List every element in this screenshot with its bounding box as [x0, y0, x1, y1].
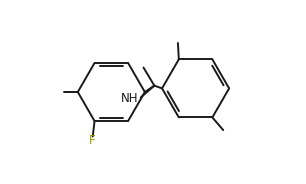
- Text: F: F: [88, 135, 95, 147]
- Text: NH: NH: [121, 92, 139, 105]
